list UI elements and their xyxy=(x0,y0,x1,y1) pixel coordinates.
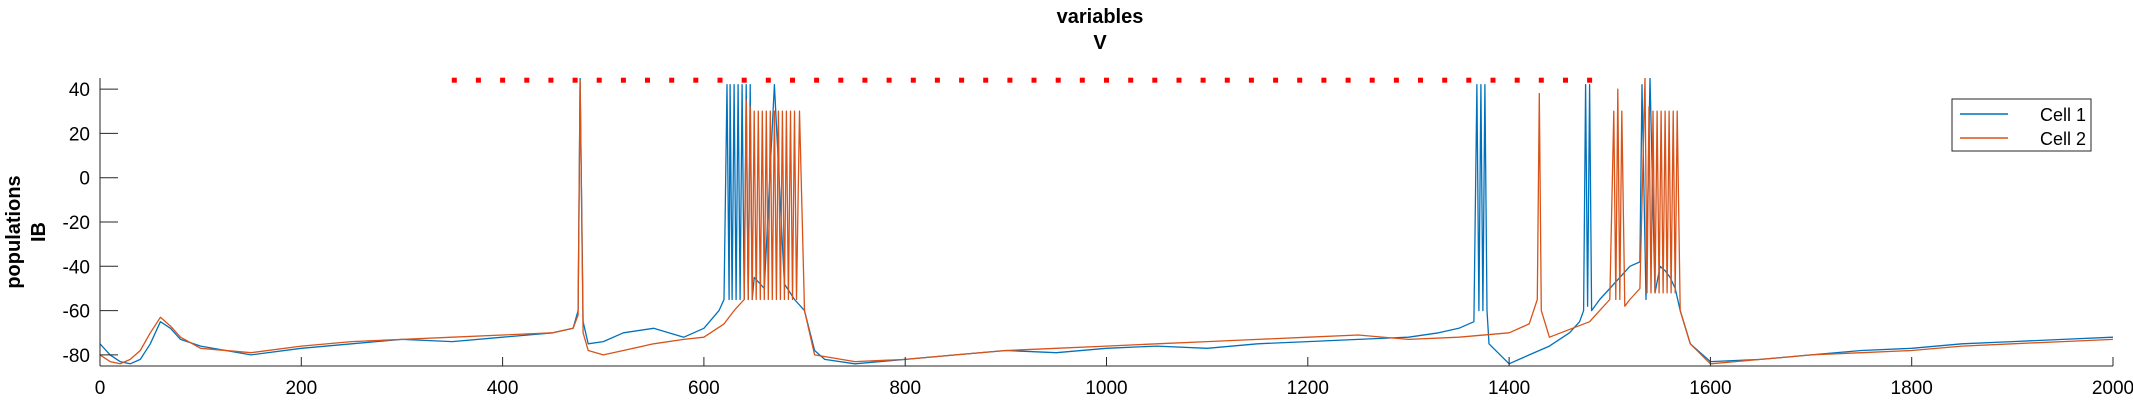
spike-marker xyxy=(959,77,965,83)
spike-marker xyxy=(1128,77,1134,83)
spike-marker xyxy=(1055,77,1061,83)
spike-marker xyxy=(717,77,723,83)
spike-marker xyxy=(524,77,530,83)
x-tick-label: 0 xyxy=(95,378,106,399)
x-tick-label: 600 xyxy=(688,378,720,399)
y-tick-label: -20 xyxy=(63,213,90,234)
spike-marker xyxy=(934,77,940,83)
spike-marker xyxy=(1104,77,1109,83)
legend-label-cell-1: Cell 1 xyxy=(2040,105,2086,125)
spike-marker xyxy=(1538,77,1544,83)
y-axis-label-ib: IB xyxy=(28,222,50,242)
spike-marker xyxy=(862,77,868,83)
spike-marker xyxy=(1587,77,1593,83)
y-tick-label: 20 xyxy=(69,124,90,145)
x-tick-label: 200 xyxy=(285,378,317,399)
spike-marker xyxy=(1152,77,1158,83)
y-tick-label: -40 xyxy=(63,257,90,278)
chart-title: variables xyxy=(1057,6,1144,28)
spike-marker xyxy=(1345,77,1351,83)
legend-label-cell-2: Cell 2 xyxy=(2040,129,2086,149)
spike-marker xyxy=(669,77,675,83)
spike-marker xyxy=(910,77,916,83)
axes-layer: 0 200 400 600 800 1000 1200 1400 1600 1800 2000-80… xyxy=(63,78,2133,399)
y-tick-label: 0 xyxy=(79,169,90,190)
spike-marker xyxy=(1490,77,1496,83)
spike-marker xyxy=(814,77,820,83)
spike-marker xyxy=(645,77,650,83)
series-layer xyxy=(100,78,2113,365)
x-tick-label: 1200 xyxy=(1287,378,1329,399)
x-tick-label: 800 xyxy=(889,378,921,399)
spike-marker xyxy=(1079,77,1085,83)
spike-marker xyxy=(596,77,602,83)
spike-marker-layer xyxy=(451,77,1593,83)
spike-marker xyxy=(1466,77,1472,83)
y-tick-label: 40 xyxy=(69,80,90,101)
spike-marker xyxy=(1297,77,1303,83)
spike-marker xyxy=(790,77,795,83)
spike-marker xyxy=(741,77,747,83)
spike-marker xyxy=(886,77,892,83)
spike-marker xyxy=(620,77,626,83)
spike-marker xyxy=(1248,77,1254,83)
spike-marker xyxy=(1563,77,1568,83)
x-tick-label: 1000 xyxy=(1085,378,1127,399)
x-tick-label: 2000 xyxy=(2092,378,2133,399)
x-tick-label: 1400 xyxy=(1488,378,1530,399)
spike-marker xyxy=(1224,77,1230,83)
spike-marker xyxy=(1007,77,1013,83)
spike-marker xyxy=(765,77,771,83)
plot-area xyxy=(100,77,2113,365)
legend-box xyxy=(1951,98,2092,152)
spike-marker xyxy=(1514,77,1520,83)
spike-marker xyxy=(1176,77,1182,83)
chart-subtitle: V xyxy=(1093,32,1107,54)
spike-marker xyxy=(1200,77,1206,83)
spike-marker xyxy=(1418,77,1423,83)
spike-marker xyxy=(572,77,578,83)
spike-marker xyxy=(1031,77,1037,83)
x-tick-label: 1600 xyxy=(1689,378,1731,399)
spike-marker xyxy=(1321,77,1327,83)
series-line-cell-2 xyxy=(100,78,2113,365)
spike-marker xyxy=(1369,77,1375,83)
x-tick-label: 1800 xyxy=(1891,378,1933,399)
spike-marker xyxy=(983,77,989,83)
spike-marker xyxy=(1442,77,1448,83)
y-tick-label: -80 xyxy=(63,346,90,367)
spike-marker xyxy=(1393,77,1399,83)
spike-marker xyxy=(693,77,699,83)
spike-marker xyxy=(451,77,457,83)
x-tick-label: 400 xyxy=(487,378,519,399)
spike-marker xyxy=(548,77,554,83)
y-axis-label-populations: populations xyxy=(3,175,25,288)
spike-marker xyxy=(838,77,844,83)
series-line-cell-1 xyxy=(100,78,2113,365)
spike-marker xyxy=(500,77,506,83)
y-tick-label: -60 xyxy=(63,302,90,323)
spike-marker xyxy=(475,77,481,83)
chart-title-group: variables V xyxy=(1057,6,1144,54)
spike-marker xyxy=(1273,77,1279,83)
y-axis-label-group: populations IB xyxy=(3,175,50,288)
legend: Cell 1 Cell 2 xyxy=(1951,98,2092,152)
